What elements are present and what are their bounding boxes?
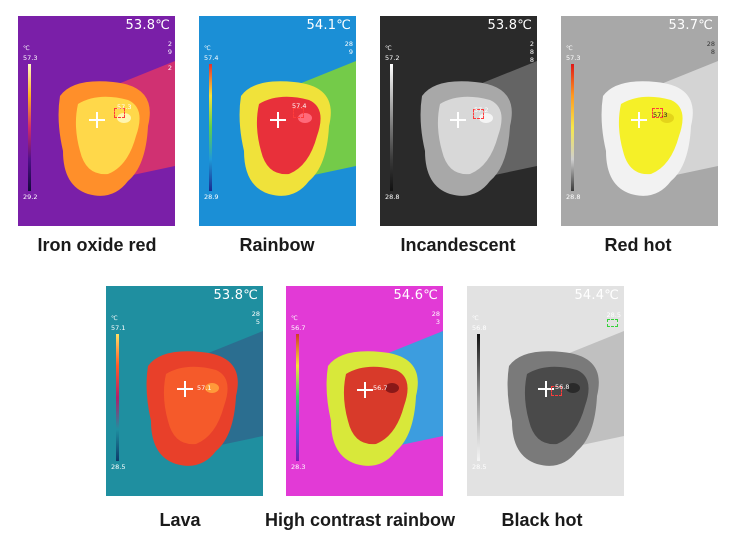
scale-max-temperature: 56.8 xyxy=(472,324,487,332)
hotspot-marker xyxy=(114,108,125,118)
caption-high-contrast-rainbow: High contrast rainbow xyxy=(264,510,455,530)
scale-min-temperature: 28.5 xyxy=(472,463,487,471)
center-temperature: 53.7℃ xyxy=(668,18,713,33)
hotspot-temperature: 57.4 xyxy=(292,102,307,110)
scale-min-temperature: 28.9 xyxy=(204,193,219,201)
side-readout: 2 8 8 xyxy=(529,40,534,64)
temperature-unit: ℃ xyxy=(385,45,392,52)
caption-red-hot: Red hot xyxy=(604,235,672,255)
crosshair-icon xyxy=(357,382,373,398)
scale-min-temperature: 28.3 xyxy=(291,463,306,471)
color-scale-bar xyxy=(28,64,31,191)
side-readout: 28 3 xyxy=(431,310,440,326)
crosshair-icon xyxy=(631,112,647,128)
scale-min-temperature: 28.5 xyxy=(111,463,126,471)
scale-max-temperature: 57.4 xyxy=(204,54,219,62)
hotspot-marker xyxy=(473,109,484,119)
scale-max-temperature: 57.1 xyxy=(111,324,126,332)
side-readout: 2 9 2 xyxy=(167,40,172,72)
scale-min-temperature: 29.2 xyxy=(23,193,38,201)
center-temperature: 53.8℃ xyxy=(125,18,170,33)
thermal-image-high-contrast-rainbow: 54.6℃ ℃ 56.7 28.3 56.7 28 3 xyxy=(286,286,443,496)
center-temperature: 54.1℃ xyxy=(306,18,351,33)
color-scale-bar xyxy=(477,334,480,461)
color-scale-bar xyxy=(209,64,212,191)
thermal-scene xyxy=(106,286,263,496)
hotspot-marker xyxy=(551,386,562,396)
temperature-unit: ℃ xyxy=(111,315,118,322)
thermal-scene xyxy=(286,286,443,496)
hotspot-temperature: 57.3 xyxy=(653,111,668,119)
hotspot-temperature: 56.8 xyxy=(555,383,570,391)
scale-max-temperature: 57.3 xyxy=(566,54,581,62)
thermal-image-black-hot: 54.4℃ ℃ 56.8 28.5 56.8 28.5 xyxy=(467,286,624,496)
temperature-unit: ℃ xyxy=(291,315,298,322)
center-temperature: 54.6℃ xyxy=(393,288,438,303)
center-temperature: 53.8℃ xyxy=(487,18,532,33)
thermal-image-iron-oxide-red: 53.8℃ ℃ 57.3 29.2 57.3 2 9 2 xyxy=(18,16,175,226)
crosshair-icon xyxy=(450,112,466,128)
color-scale-bar xyxy=(296,334,299,461)
scale-max-temperature: 57.3 xyxy=(23,54,38,62)
scale-min-temperature: 28.8 xyxy=(566,193,581,201)
side-readout: 28 9 xyxy=(344,40,353,56)
hotspot-temperature: 57.3 xyxy=(117,103,132,111)
crosshair-icon xyxy=(270,112,286,128)
temperature-unit: ℃ xyxy=(472,315,479,322)
side-readout: 28 8 xyxy=(706,40,715,56)
color-scale-bar xyxy=(571,64,574,191)
thermal-image-rainbow: 54.1℃ ℃ 57.4 28.9 57.4 28 9 xyxy=(199,16,356,226)
thermal-image-lava: 53.8℃ ℃ 57.1 28.5 57.1 28 5 xyxy=(106,286,263,496)
caption-lava: Lava xyxy=(159,510,201,530)
thermal-image-red-hot: 53.7℃ ℃ 57.3 28.8 57.3 28 8 xyxy=(561,16,718,226)
hotspot-marker xyxy=(652,108,663,118)
scale-max-temperature: 57.2 xyxy=(385,54,400,62)
center-temperature: 53.8℃ xyxy=(213,288,258,303)
caption-incandescent: Incandescent xyxy=(400,235,516,255)
hotspot-temperature: 57.2 xyxy=(474,106,489,114)
hotspot-marker xyxy=(293,108,304,118)
temperature-unit: ℃ xyxy=(23,45,30,52)
thermal-scene xyxy=(18,16,175,226)
hotspot-temperature: 57.1 xyxy=(197,384,212,392)
temperature-unit: ℃ xyxy=(566,45,573,52)
thermal-image-incandescent: 53.8℃ ℃ 57.2 28.8 57.2 2 8 8 xyxy=(380,16,537,226)
caption-iron-oxide-red: Iron oxide red xyxy=(37,235,157,255)
crosshair-icon xyxy=(177,381,193,397)
scale-min-temperature: 28.8 xyxy=(385,193,400,201)
center-temperature: 54.4℃ xyxy=(574,288,619,303)
side-readout: 28.5 xyxy=(606,311,621,319)
side-readout: 28 5 xyxy=(251,310,260,326)
cold-spot-marker xyxy=(607,319,618,327)
temperature-unit: ℃ xyxy=(204,45,211,52)
hotspot-temperature: 56.7 xyxy=(373,384,388,392)
color-scale-bar xyxy=(390,64,393,191)
color-scale-bar xyxy=(116,334,119,461)
caption-black-hot: Black hot xyxy=(501,510,583,530)
crosshair-icon xyxy=(538,381,554,397)
crosshair-icon xyxy=(89,112,105,128)
scale-max-temperature: 56.7 xyxy=(291,324,306,332)
caption-rainbow: Rainbow xyxy=(239,235,315,255)
